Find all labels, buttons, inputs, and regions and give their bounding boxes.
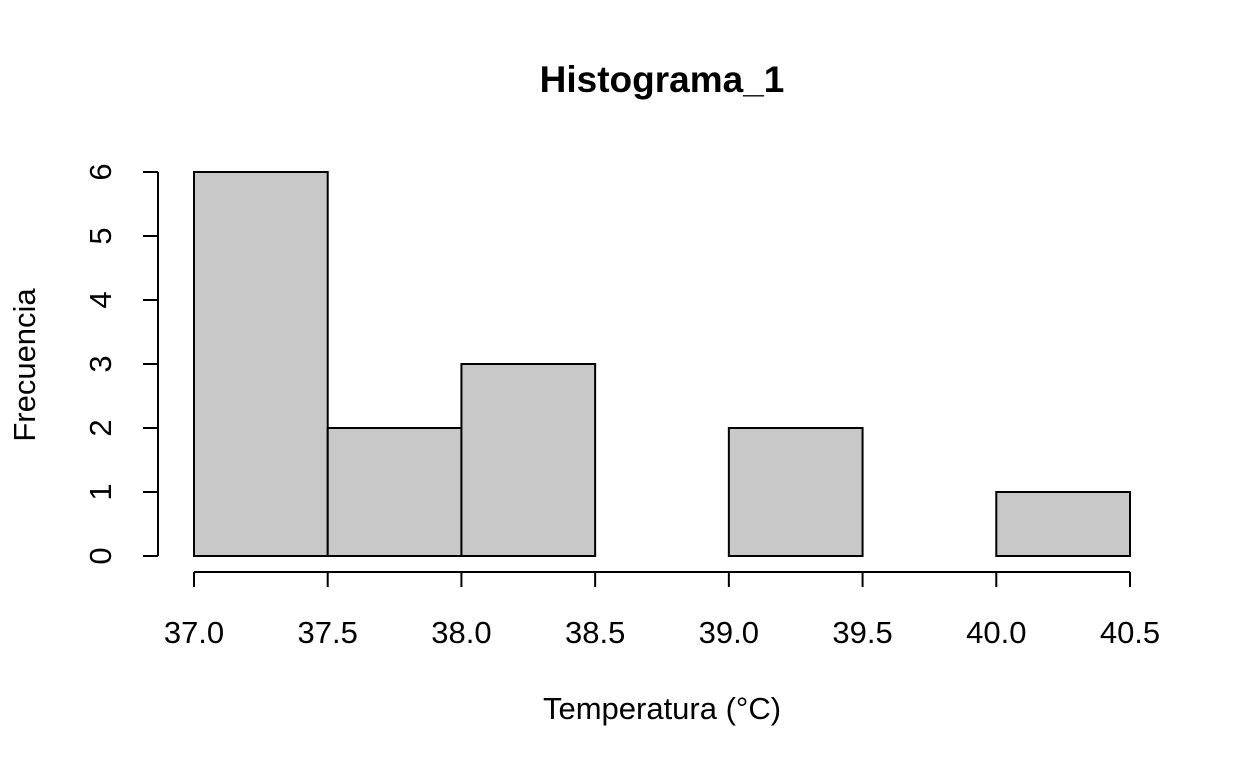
y-tick-label: 4: [83, 291, 118, 308]
y-tick-label: 5: [83, 227, 118, 244]
y-tick-label: 3: [83, 355, 118, 372]
y-axis-label: Frecuencia: [7, 288, 42, 442]
x-tick-label: 37.0: [164, 615, 224, 650]
histogram-bar-5: [727, 427, 864, 557]
y-tick-label: 6: [83, 163, 118, 180]
x-tick-label: 40.5: [1100, 615, 1160, 650]
histogram-bar-1: [193, 171, 329, 557]
y-tick-label: 1: [83, 483, 118, 500]
x-tick-label: 38.5: [565, 615, 625, 650]
x-tick-label: 38.0: [431, 615, 491, 650]
y-tick-label: 2: [83, 419, 118, 436]
chart-title: Histograma_1: [540, 59, 785, 100]
x-tick-label: 39.0: [699, 615, 759, 650]
y-axis: 0 1 2 3 4 5 6: [83, 163, 159, 565]
histogram-bar-7: [995, 491, 1131, 557]
histogram-bar-2: [326, 427, 463, 557]
x-tick-label: 39.5: [832, 615, 892, 650]
x-tick-label: 40.0: [966, 615, 1026, 650]
histogram-bar-3: [460, 363, 597, 557]
x-tick-label: 37.5: [298, 615, 358, 650]
y-tick-label: 0: [83, 547, 118, 564]
bars-layer: [193, 171, 1131, 557]
x-axis-label: Temperatura (°C): [543, 691, 781, 726]
x-axis: 37.0 37.5 38.0 38.5 39.0 39.5 40.0 40.5: [164, 571, 1160, 650]
